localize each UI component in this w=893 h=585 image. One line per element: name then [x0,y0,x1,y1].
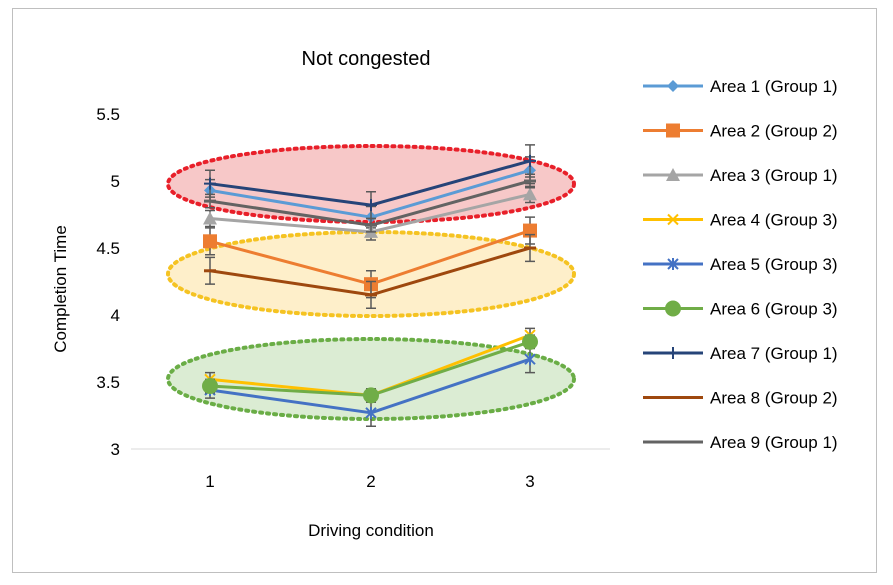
legend-label: Area 4 (Group 3) [710,211,838,230]
data-point [202,378,218,395]
x-tick-label: 2 [366,472,375,491]
legend-label: Area 5 (Group 3) [710,255,838,274]
legend: Area 1 (Group 1) Area 2 (Group 2) Area 3 (… [643,77,838,452]
y-tick-label: 3 [111,440,120,459]
legend-item: Area 2 (Group 2) [643,122,838,141]
legend-label: Area 9 (Group 1) [710,433,838,452]
legend-marker [667,213,679,226]
legend-label: Area 3 (Group 1) [710,166,838,185]
legend-item: Area 4 (Group 3) [643,211,838,230]
legend-marker [665,300,681,317]
x-axis: 1 2 3 [131,448,610,491]
series-group [204,173,536,233]
series-group [204,233,536,310]
series-group [204,144,536,220]
chart-frame: 3 3.5 4 4.5 5 5.5 1 2 3 Area 1 (Group 1) Area 2 … [12,8,877,573]
y-tick-label: 4 [111,306,120,325]
line-chart: 3 3.5 4 4.5 5 5.5 1 2 3 Area 1 (Group 1) Area 2 … [51,48,838,540]
legend-item: Area 7 (Group 1) [643,344,838,363]
legend-item: Area 3 (Group 1) [643,166,838,185]
legend-item: Area 9 (Group 1) [643,433,838,452]
data-point [203,234,217,249]
legend-label: Area 2 (Group 2) [710,122,838,141]
data-point [524,154,536,167]
legend-marker [667,258,679,270]
data-point [523,187,537,201]
data-point [203,211,217,225]
y-axis: 3 3.5 4 4.5 5 5.5 [96,105,120,459]
legend-item: Area 1 (Group 1) [643,77,838,96]
legend-item: Area 8 (Group 2) [643,389,838,408]
legend-item: Area 5 (Group 3) [643,255,838,274]
chart-title: Not congested [302,48,431,70]
legend-label: Area 7 (Group 1) [710,344,838,363]
y-tick-label: 4.5 [96,239,120,258]
legend-label: Area 6 (Group 3) [710,300,838,319]
y-tick-label: 5 [111,172,120,191]
legend-marker [666,123,680,138]
data-point [524,353,536,366]
data-point [365,199,377,212]
data-point [522,333,538,350]
legend-label: Area 8 (Group 2) [710,389,838,408]
legend-marker [667,80,679,92]
x-tick-label: 1 [205,472,214,491]
series-group [202,333,538,404]
legend-marker [666,168,680,181]
legend-label: Area 1 (Group 1) [710,77,838,96]
x-tick-label: 3 [525,472,534,491]
y-tick-label: 5.5 [96,105,120,124]
data-point [363,387,379,404]
legend-item: Area 6 (Group 3) [643,300,838,319]
y-tick-label: 3.5 [96,373,120,392]
data-point [204,177,216,190]
x-axis-title: Driving condition [308,521,434,540]
y-axis-title: Completion Time [51,225,70,353]
legend-marker [667,347,679,359]
data-point [365,406,377,419]
series-layer [202,144,538,427]
